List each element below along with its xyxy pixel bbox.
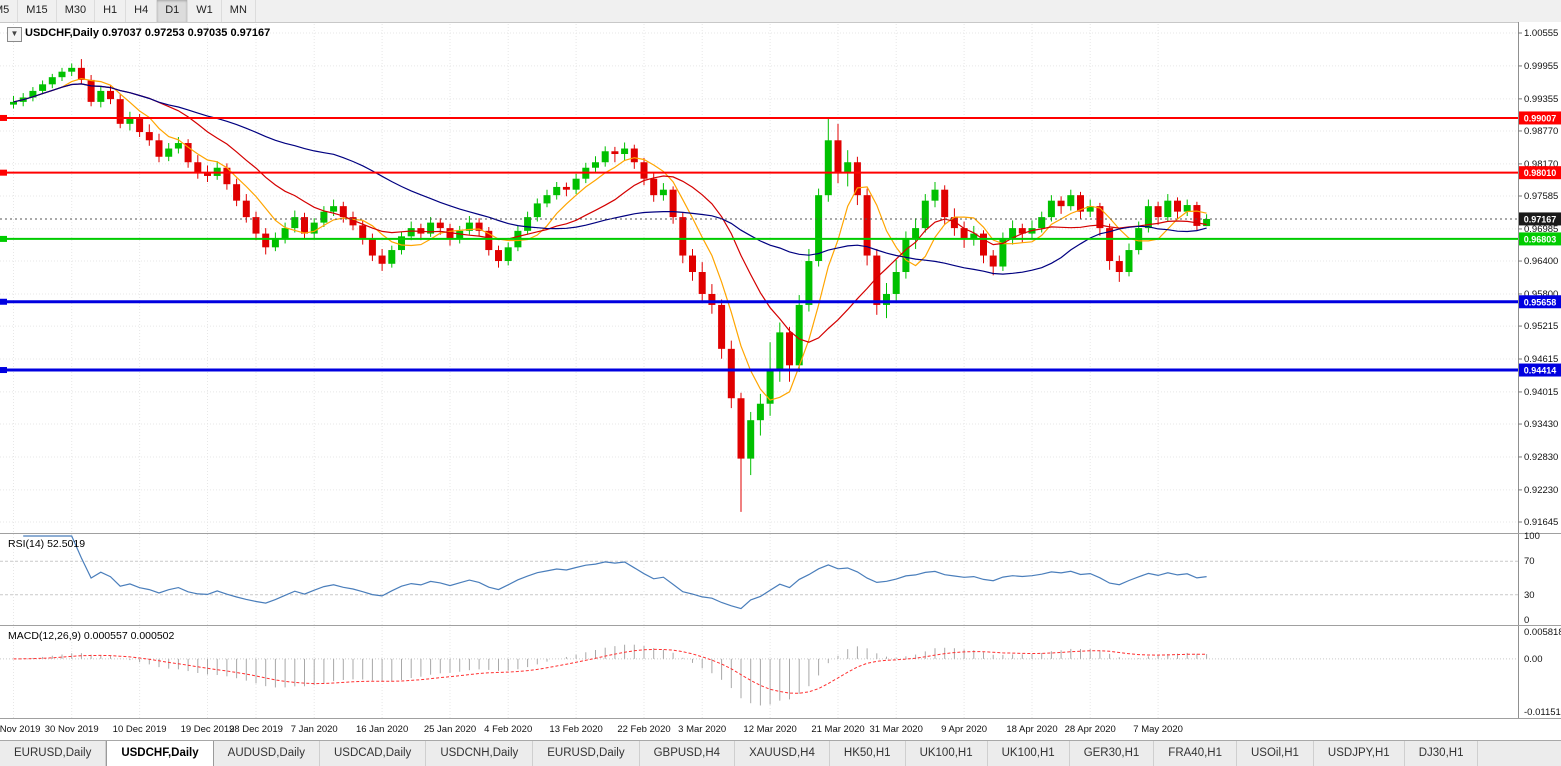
svg-text:0.96803: 0.96803: [1524, 234, 1557, 244]
ma-mid-line: [13, 83, 1207, 343]
svg-text:0.96985: 0.96985: [1524, 224, 1558, 235]
svg-text:28 Dec 2019: 28 Dec 2019: [229, 724, 283, 735]
svg-text:0.97167: 0.97167: [1524, 214, 1557, 224]
chart-tab-2[interactable]: AUDUSD,Daily: [214, 741, 320, 766]
chart-tab-8[interactable]: HK50,H1: [830, 741, 906, 766]
chart-tab-13[interactable]: USOil,H1: [1237, 741, 1314, 766]
svg-text:0.91645: 0.91645: [1524, 517, 1558, 528]
chart-tab-1[interactable]: USDCHF,Daily: [106, 741, 214, 766]
axes-layer: 1.00555 0.99955 0.99355 0.98770 0.98170 0.975…: [0, 22, 1561, 740]
chart-tab-9[interactable]: UK100,H1: [906, 741, 988, 766]
svg-text:0.99955: 0.99955: [1524, 61, 1558, 72]
svg-text:21 Nov 2019: 21 Nov 2019: [0, 724, 40, 735]
svg-text:0.92230: 0.92230: [1524, 485, 1558, 496]
chart-tab-14[interactable]: USDJPY,H1: [1314, 741, 1405, 766]
chart-tab-15[interactable]: DJ30,H1: [1405, 741, 1479, 766]
candles-layer[interactable]: [10, 59, 1211, 512]
svg-text:7 May 2020: 7 May 2020: [1133, 724, 1183, 735]
svg-text:0.97585: 0.97585: [1524, 191, 1558, 202]
svg-text:30 Nov 2019: 30 Nov 2019: [45, 724, 99, 735]
timeframe-button-h1[interactable]: H1: [95, 0, 127, 22]
svg-text:0.94015: 0.94015: [1524, 387, 1558, 398]
timeframe-button-d1[interactable]: D1: [157, 0, 189, 22]
timeframe-button-w1[interactable]: W1: [188, 0, 222, 22]
timeframe-button-h4[interactable]: H4: [126, 0, 158, 22]
svg-text:9 Apr 2020: 9 Apr 2020: [941, 724, 987, 735]
chart-tab-5[interactable]: EURUSD,Daily: [533, 741, 640, 766]
svg-text:30: 30: [1524, 590, 1535, 601]
svg-text:0.99007: 0.99007: [1524, 113, 1557, 123]
svg-text:3 Mar 2020: 3 Mar 2020: [678, 724, 726, 735]
timeframe-button-m15[interactable]: M15: [18, 0, 57, 22]
svg-text:19 Dec 2019: 19 Dec 2019: [181, 724, 235, 735]
svg-text:4 Feb 2020: 4 Feb 2020: [484, 724, 532, 735]
chart-tab-bar: EURUSD,Daily USDCHF,Daily AUDUSD,Daily USDC…: [0, 740, 1561, 766]
svg-text:31 Mar 2020: 31 Mar 2020: [870, 724, 923, 735]
chart-tab-12[interactable]: FRA40,H1: [1154, 741, 1237, 766]
svg-text:0.98770: 0.98770: [1524, 126, 1558, 137]
macd-pane-layer: [0, 644, 1518, 706]
chart-tab-11[interactable]: GER30,H1: [1070, 741, 1155, 766]
svg-text:0.005818: 0.005818: [1524, 627, 1561, 638]
svg-text:0.94615: 0.94615: [1524, 354, 1558, 365]
svg-text:16 Jan 2020: 16 Jan 2020: [356, 724, 408, 735]
svg-text:13 Feb 2020: 13 Feb 2020: [549, 724, 602, 735]
svg-text:0.96400: 0.96400: [1524, 256, 1558, 267]
timeframe-toolbar: M5M15M30H1H4D1W1MN: [0, 0, 1561, 23]
svg-text:0.99355: 0.99355: [1524, 94, 1558, 105]
chart-tab-7[interactable]: XAUUSD,H4: [735, 741, 830, 766]
horizontal-lines-layer[interactable]: [0, 114, 1518, 374]
timeframe-button-m5[interactable]: M5: [0, 0, 19, 22]
svg-text:0.98170: 0.98170: [1524, 159, 1558, 170]
svg-text:0.93430: 0.93430: [1524, 419, 1558, 430]
svg-text:0.95658: 0.95658: [1524, 297, 1557, 307]
svg-text:-0.011510: -0.011510: [1524, 707, 1561, 718]
chart-canvas[interactable]: 1.00555 0.99955 0.99355 0.98770 0.98170 0.975…: [0, 22, 1561, 740]
chart-tab-0[interactable]: EURUSD,Daily: [0, 741, 107, 766]
rsi-line: [23, 535, 1207, 610]
svg-text:0.95800: 0.95800: [1524, 289, 1558, 300]
svg-text:0.94414: 0.94414: [1524, 366, 1557, 376]
timeframe-button-mn[interactable]: MN: [222, 0, 256, 22]
macd-signal-line: [13, 648, 1207, 694]
symbol-dropdown-button[interactable]: ▼: [7, 27, 22, 42]
timeframe-button-m30[interactable]: M30: [57, 0, 96, 22]
chart-tab-3[interactable]: USDCAD,Daily: [320, 741, 427, 766]
svg-text:0.92830: 0.92830: [1524, 452, 1558, 463]
svg-text:70: 70: [1524, 556, 1535, 567]
svg-text:22 Feb 2020: 22 Feb 2020: [617, 724, 670, 735]
chart-tab-10[interactable]: UK100,H1: [988, 741, 1070, 766]
svg-text:25 Jan 2020: 25 Jan 2020: [424, 724, 476, 735]
rsi-pane-layer: [0, 535, 1518, 610]
svg-text:0: 0: [1524, 615, 1529, 626]
svg-text:100: 100: [1524, 531, 1540, 542]
svg-text:12 Mar 2020: 12 Mar 2020: [743, 724, 796, 735]
svg-text:1.00555: 1.00555: [1524, 28, 1558, 39]
svg-text:7 Jan 2020: 7 Jan 2020: [291, 724, 338, 735]
ma-fast-line: [13, 77, 1207, 401]
chart-tab-4[interactable]: USDCNH,Daily: [426, 741, 534, 766]
svg-text:0.95215: 0.95215: [1524, 321, 1558, 332]
chart-tab-6[interactable]: GBPUSD,H4: [640, 741, 736, 766]
svg-text:28 Apr 2020: 28 Apr 2020: [1065, 724, 1116, 735]
svg-text:21 Mar 2020: 21 Mar 2020: [811, 724, 864, 735]
ma-slow-line: [13, 83, 1207, 275]
svg-text:18 Apr 2020: 18 Apr 2020: [1006, 724, 1057, 735]
svg-text:0.00: 0.00: [1524, 654, 1543, 665]
chevron-down-icon: ▼: [10, 29, 19, 38]
svg-text:0.98010: 0.98010: [1524, 168, 1557, 178]
svg-text:10 Dec 2019: 10 Dec 2019: [113, 724, 167, 735]
